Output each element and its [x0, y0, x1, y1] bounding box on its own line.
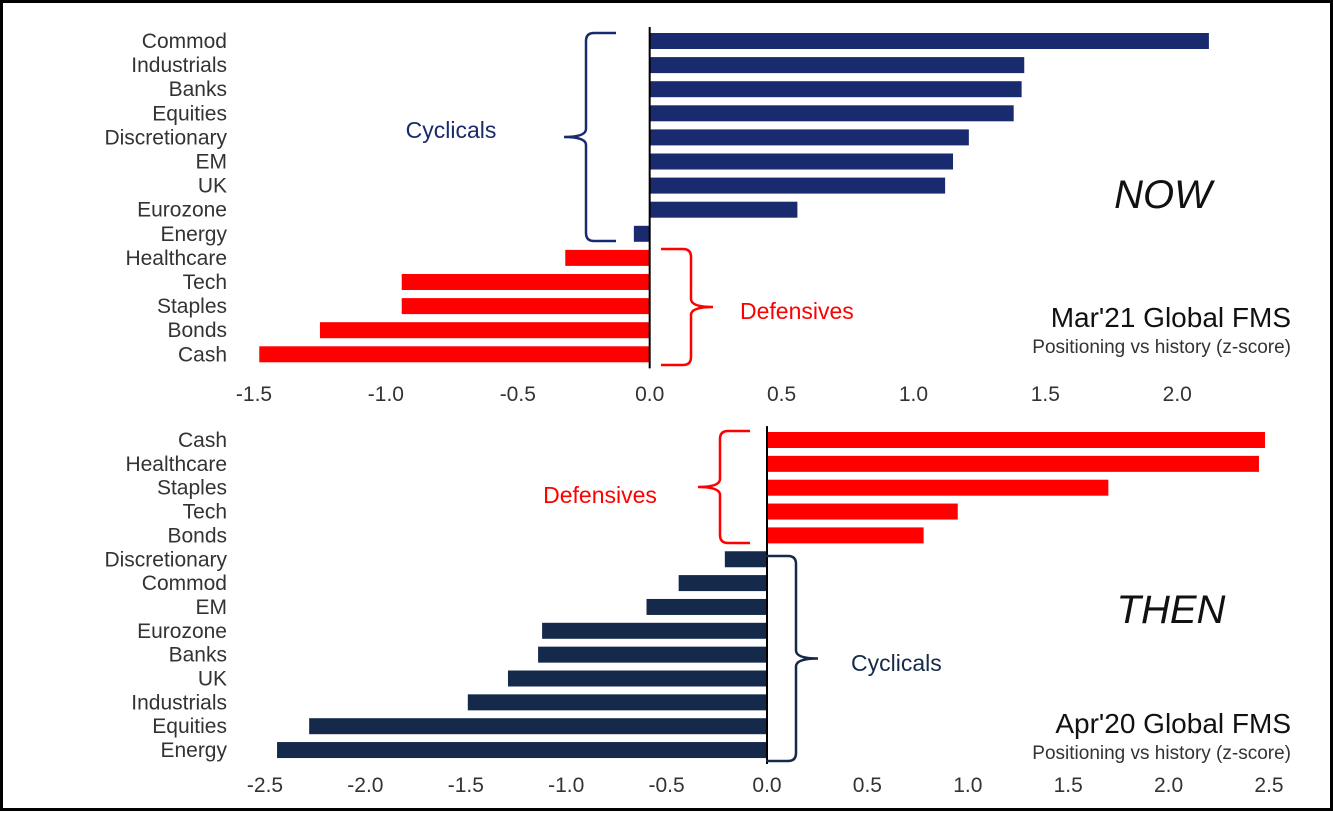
now-bar-uk [649, 177, 946, 194]
now-cyclicals-brace [563, 31, 616, 243]
now-bar-bonds [319, 322, 650, 339]
then-tick-label: 1.0 [953, 774, 982, 797]
now-category-label: Healthcare [125, 247, 227, 270]
now-tick-label: 2.0 [1163, 383, 1192, 406]
now-bar-tech [401, 274, 650, 290]
then-category-label: Energy [160, 739, 227, 762]
now-category-label: Cash [178, 343, 227, 366]
then-tick-label: 0.5 [853, 774, 882, 797]
now-bar-cash [259, 346, 650, 363]
then-tick-label: -1.5 [448, 774, 484, 797]
now-category-label: UK [198, 175, 227, 198]
now-tick-label: -1.0 [368, 383, 404, 406]
then-defensives-label: Defensives [543, 482, 657, 508]
then-bar-industrials [467, 694, 767, 711]
then-bar-energy [277, 742, 767, 759]
now-bar-discretionary [649, 129, 969, 146]
then-category-label: Equities [152, 715, 227, 738]
then-tick-label: 2.5 [1254, 774, 1283, 797]
now-label: NOW [1114, 173, 1215, 217]
then-category-label: Cash [178, 429, 227, 452]
then-bar-tech [767, 503, 958, 520]
then-category-label: Eurozone [137, 620, 227, 643]
now-category-label: Eurozone [137, 199, 227, 222]
then-category-label: Bonds [167, 524, 227, 547]
then-bar-healthcare [767, 455, 1259, 472]
then-chart-subtitle: Positioning vs history (z-score) [1032, 743, 1291, 764]
now-category-label: Commod [142, 30, 227, 53]
then-tick-label: -2.0 [347, 774, 383, 797]
then-category-label: Banks [169, 644, 227, 667]
then-category-label: Discretionary [104, 548, 227, 571]
panel-now: NOW Mar'21 Global FMS Positioning vs his… [104, 26, 1291, 406]
now-category-label: Industrials [131, 54, 227, 77]
then-cyclicals-label: Cyclicals [851, 650, 942, 676]
now-bar-energy [633, 225, 650, 242]
then-tick-label: -2.5 [247, 774, 283, 797]
now-defensives-label: Defensives [740, 298, 854, 324]
now-tick-label: 0.5 [767, 383, 796, 406]
now-bar-eurozone [649, 201, 798, 218]
then-tick-label: 1.5 [1054, 774, 1083, 797]
now-bar-staples [401, 298, 650, 315]
then-bar-discretionary [724, 551, 767, 568]
now-category-label: Energy [160, 223, 227, 246]
then-bar-eurozone [542, 622, 767, 639]
now-category-label: Staples [157, 295, 227, 318]
then-bar-equities [309, 718, 767, 735]
now-chart-subtitle: Positioning vs history (z-score) [1032, 337, 1291, 358]
then-bar-commod [678, 575, 767, 592]
now-bar-healthcare [565, 249, 650, 266]
now-bar-banks [649, 81, 1022, 98]
now-category-label: Banks [169, 78, 227, 101]
now-cyclicals-label: Cyclicals [406, 117, 497, 143]
now-category-label: Discretionary [104, 126, 227, 149]
then-defensives-brace [697, 429, 750, 545]
then-tick-label: -1.0 [548, 774, 584, 797]
then-bar-bonds [767, 527, 924, 544]
now-category-label: EM [196, 151, 228, 174]
panel-then: THEN Apr'20 Global FMS Positioning vs hi… [104, 426, 1291, 797]
then-category-label: Commod [142, 572, 227, 595]
now-tick-label: 0.0 [635, 383, 664, 406]
now-tick-label: 1.0 [899, 383, 928, 406]
now-tick-label: -0.5 [500, 383, 536, 406]
now-bar-industrials [649, 57, 1025, 74]
then-label: THEN [1117, 588, 1226, 632]
then-bar-staples [767, 479, 1109, 496]
now-chart-title: Mar'21 Global FMS [1051, 302, 1291, 333]
now-bar-equities [649, 105, 1014, 122]
then-category-label: Tech [183, 501, 227, 524]
now-tick-label: 1.5 [1031, 383, 1060, 406]
then-chart-title: Apr'20 Global FMS [1055, 708, 1291, 739]
now-category-label: Bonds [167, 319, 227, 342]
now-defensives-brace [661, 247, 714, 367]
then-category-label: UK [198, 668, 227, 691]
then-category-label: Staples [157, 477, 227, 500]
then-bar-banks [538, 646, 767, 663]
now-tick-label: -1.5 [236, 383, 272, 406]
now-category-label: Equities [152, 102, 227, 125]
then-tick-label: 0.0 [752, 774, 781, 797]
then-cyclicals-brace [766, 554, 819, 763]
then-tick-label: 2.0 [1154, 774, 1183, 797]
then-category-label: Healthcare [125, 453, 227, 476]
then-tick-label: -0.5 [649, 774, 685, 797]
then-bar-cash [767, 432, 1265, 448]
then-bar-em [646, 598, 767, 615]
chart-canvas: NOW Mar'21 Global FMS Positioning vs his… [104, 26, 1291, 797]
now-bar-commod [649, 33, 1209, 49]
then-bar-uk [507, 670, 767, 687]
now-category-label: Tech [183, 271, 227, 294]
now-bar-em [649, 153, 954, 170]
then-category-label: Industrials [131, 691, 227, 714]
then-category-label: EM [196, 596, 228, 619]
